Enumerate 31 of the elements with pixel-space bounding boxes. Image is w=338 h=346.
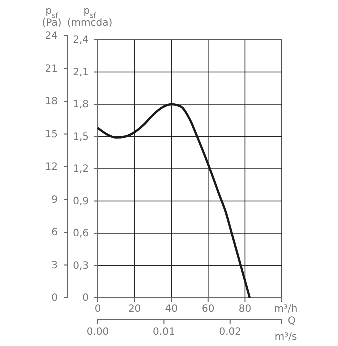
x-tick-label: 0 [94,304,102,316]
y-tick-label: 1,5 [73,132,89,143]
y-tick-label: 0,6 [73,228,89,240]
y2-tick-label: 21 [45,64,58,75]
y2-tick-label: 0 [52,293,58,304]
x-tick-label: 60 [202,304,215,316]
y2-tick-label: 18 [45,96,58,108]
y-axis-title: p$_{sf}$ (mmcda) [67,6,113,29]
y-tick-label: 0,3 [73,260,89,272]
x2-axis-title: m³/s [274,332,298,343]
x-axis-title: m³/h [274,304,298,315]
y2-tick-label: 3 [52,260,58,272]
x2-tick-label: 0.02 [219,327,242,338]
y-tick-label: 2,1 [73,67,89,78]
x-tick-label: 80 [238,304,252,316]
x2-tick-label: 0.01 [153,327,176,338]
text: Q [288,316,296,327]
x2-tick-label: 0.00 [86,327,110,338]
y-tick-label: 1,8 [73,100,89,111]
y2-axis-title: p$_{sf}$ (Pa) [42,6,62,29]
y2-tick-label: 15 [45,129,58,140]
x-tick-label: 40 [165,304,178,316]
y-tick-label: 0 [82,293,89,304]
x-tick-label: 20 [128,304,142,316]
y-tick-label: 0,9 [73,196,89,208]
y2-tick-label: 6 [52,228,58,239]
y2-tick-label: 12 [45,162,58,174]
y-tick-label: 2,4 [73,35,89,46]
y2-tick-label: 9 [52,194,58,206]
y-tick-label: 1,2 [73,164,89,176]
y2-tick-label: 24 [45,31,58,42]
